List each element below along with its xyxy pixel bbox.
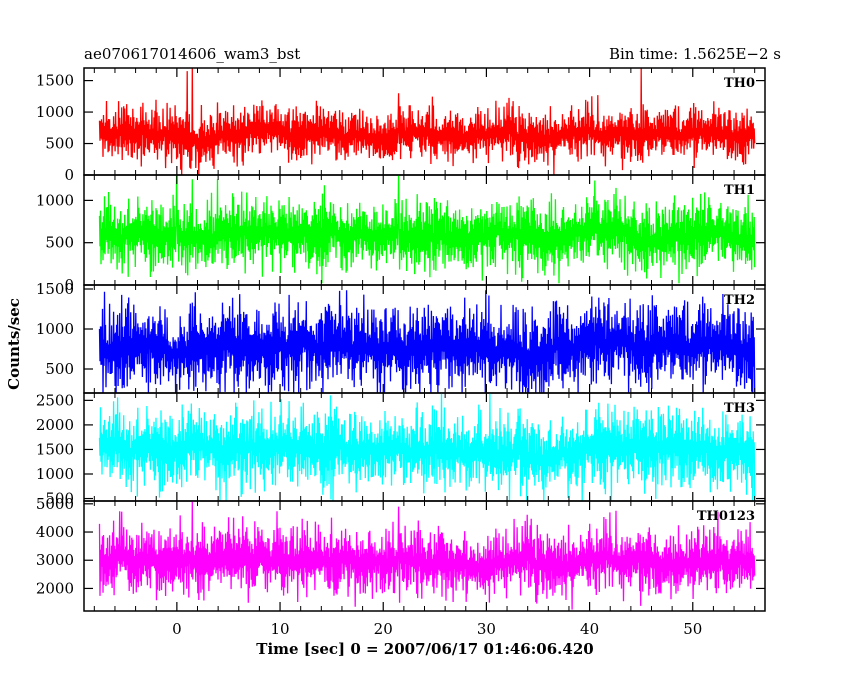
panel-th0123: 2000 3000 4000 5000 TH0123 [36,495,766,612]
x-tick-label: 20 [374,620,393,638]
y-tick-label: 1500 [36,280,74,298]
panel-name-label: TH1 [724,183,755,198]
light-curve-trace [98,393,756,501]
y-tick-label: 1000 [36,191,74,209]
panel-name-label: TH2 [724,293,755,308]
panel-name-label: TH3 [724,401,755,416]
y-tick-label: 0 [64,166,74,184]
y-tick-label: 500 [45,490,74,508]
y-tick-label: 1000 [36,320,74,338]
y-tick-label: 500 [45,234,74,252]
light-curve-trace [98,290,756,393]
panel-th1: 0 500 1000 TH1 [36,174,766,294]
x-axis-title: Time [sec] 0 = 2007/06/17 01:46:06.420 [256,640,593,658]
y-tick-label: 4000 [36,523,74,541]
y-axis-title: Counts/sec [5,298,23,390]
panel-name-label: TH0123 [697,509,755,524]
y-tick-label: 1000 [36,465,74,483]
light-curve-trace [98,175,756,284]
x-tick-label: 10 [270,620,289,638]
x-tick-label: 0 [172,620,182,638]
y-tick-label: 0 [64,276,74,294]
light-curve-trace [98,68,756,175]
y-tick-label: 5000 [36,495,74,513]
y-tick-label: 3000 [36,551,74,569]
y-tick-label: 2000 [36,579,74,597]
light-curve-trace [98,501,756,610]
bin-time-label: Bin time: 1.5625E−2 s [609,45,781,63]
y-tick-label: 1500 [36,440,74,458]
panel-th0: 0 500 1000 1500 TH0 [36,67,766,184]
panel-name-label: TH0 [724,76,755,91]
x-tick-label: 50 [683,620,702,638]
x-tick-label: 40 [580,620,599,638]
y-tick-label: 1000 [36,103,74,121]
y-tick-label: 500 [45,135,74,153]
panel-th3: 500 1000 1500 2000 2500 TH3 [36,391,766,508]
y-tick-label: 1500 [36,72,74,90]
chart-title: ae070617014606_wam3_bst [84,45,300,63]
panel-th2: 500 1000 1500 TH2 [36,280,766,394]
y-tick-label: 500 [45,360,74,378]
y-tick-label: 2000 [36,416,74,434]
x-tick-label: 30 [477,620,496,638]
y-tick-label: 2500 [36,391,74,409]
